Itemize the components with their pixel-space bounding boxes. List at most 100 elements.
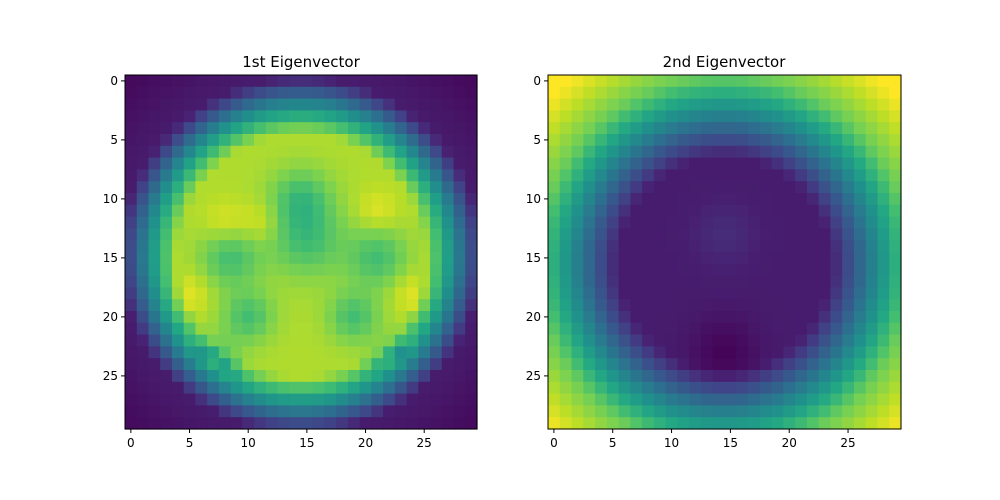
heatmap-cell bbox=[195, 204, 208, 218]
heatmap-cell bbox=[877, 169, 890, 182]
heatmap-cell bbox=[312, 346, 326, 359]
heatmap-cell bbox=[336, 370, 349, 383]
heatmap-cell bbox=[277, 346, 290, 359]
heatmap-cell bbox=[359, 240, 372, 253]
heatmap-cell bbox=[548, 358, 561, 371]
heatmap-cell bbox=[347, 134, 361, 147]
heatmap-cell bbox=[877, 193, 890, 206]
heatmap-cell bbox=[736, 98, 749, 111]
heatmap-cell bbox=[406, 381, 419, 395]
heatmap-cell bbox=[430, 98, 443, 111]
heatmap-cell bbox=[724, 299, 737, 312]
heatmap-cell bbox=[183, 181, 196, 194]
heatmap-cell bbox=[842, 287, 855, 300]
heatmap-cell bbox=[289, 405, 302, 418]
heatmap-cell bbox=[183, 240, 196, 253]
heatmap-cell bbox=[830, 381, 843, 395]
heatmap-cell bbox=[254, 204, 267, 218]
heatmap-cell bbox=[125, 75, 138, 88]
heatmap-cell bbox=[418, 75, 431, 88]
heatmap-cell bbox=[853, 381, 867, 395]
heatmap-cell bbox=[125, 346, 138, 359]
heatmap-cell bbox=[254, 193, 267, 206]
heatmap-cell bbox=[618, 75, 631, 88]
heatmap-cell bbox=[630, 370, 643, 383]
heatmap-cell bbox=[759, 275, 773, 288]
heatmap-cell bbox=[665, 157, 679, 170]
heatmap-cell bbox=[806, 98, 820, 111]
heatmap-cell bbox=[289, 358, 302, 371]
heatmap-cell bbox=[441, 216, 455, 229]
heatmap-cell bbox=[830, 134, 843, 147]
heatmap-cell bbox=[712, 299, 726, 312]
heatmap-cell bbox=[595, 358, 608, 371]
heatmap-cell bbox=[806, 334, 820, 347]
heatmap-cell bbox=[653, 322, 667, 336]
heatmap-cell bbox=[289, 275, 302, 288]
x-tick-label: 20 bbox=[358, 436, 373, 450]
heatmap-cell bbox=[559, 193, 573, 206]
heatmap-cell bbox=[653, 405, 667, 418]
heatmap-cell bbox=[394, 358, 408, 371]
heatmap-cell bbox=[806, 346, 820, 359]
heatmap-cell bbox=[195, 122, 208, 135]
heatmap-cell bbox=[195, 393, 208, 406]
heatmap-cell bbox=[889, 370, 902, 383]
heatmap-cell bbox=[606, 275, 620, 288]
heatmap-cell bbox=[689, 181, 702, 194]
heatmap-cell bbox=[160, 98, 173, 111]
heatmap-cell bbox=[453, 370, 466, 383]
heatmap-cell bbox=[195, 263, 208, 277]
heatmap-cell bbox=[394, 334, 408, 347]
heatmap-cell bbox=[795, 322, 808, 336]
heatmap-cell bbox=[759, 405, 773, 418]
heatmap-cell bbox=[394, 240, 408, 253]
heatmap-cell bbox=[853, 370, 867, 383]
heatmap-cell bbox=[806, 287, 820, 300]
heatmap-cell bbox=[406, 311, 419, 324]
heatmap-cell bbox=[207, 216, 220, 229]
heatmap-cell bbox=[265, 181, 279, 194]
heatmap-cell bbox=[254, 370, 267, 383]
heatmap-cell bbox=[783, 204, 796, 218]
heatmap-cell bbox=[642, 263, 655, 277]
heatmap-cell bbox=[136, 287, 150, 300]
heatmap-cell bbox=[160, 204, 173, 218]
heatmap-cell bbox=[700, 157, 714, 170]
heatmap-cell bbox=[465, 252, 478, 265]
heatmap-cell bbox=[465, 358, 478, 371]
heatmap-cell bbox=[418, 145, 431, 159]
heatmap-cell bbox=[795, 157, 808, 170]
heatmap-cell bbox=[301, 252, 314, 265]
heatmap-cell bbox=[595, 263, 608, 277]
heatmap-cell bbox=[125, 145, 138, 159]
heatmap-cell bbox=[406, 181, 419, 194]
heatmap-cell bbox=[289, 204, 302, 218]
heatmap-cell bbox=[783, 157, 796, 170]
heatmap-cell bbox=[653, 157, 667, 170]
heatmap-cell bbox=[618, 193, 631, 206]
heatmap-cell bbox=[606, 216, 620, 229]
heatmap-cell bbox=[218, 393, 232, 406]
heatmap-cell bbox=[218, 98, 232, 111]
heatmap-cell bbox=[818, 98, 831, 111]
heatmap-cell bbox=[312, 299, 326, 312]
heatmap-cell bbox=[359, 358, 372, 371]
heatmap-cell bbox=[642, 216, 655, 229]
heatmap-cell bbox=[160, 157, 173, 170]
heatmap-cell bbox=[359, 393, 372, 406]
heatmap-cell bbox=[254, 263, 267, 277]
heatmap-cell bbox=[301, 216, 314, 229]
heatmap-cell bbox=[806, 393, 820, 406]
heatmap-cell bbox=[148, 252, 161, 265]
heatmap-cell bbox=[783, 275, 796, 288]
heatmap-cell bbox=[441, 204, 455, 218]
heatmap-cell bbox=[571, 263, 584, 277]
heatmap-cell bbox=[312, 240, 326, 253]
heatmap-cell bbox=[289, 299, 302, 312]
heatmap-cell bbox=[230, 110, 243, 123]
heatmap-cell bbox=[642, 98, 655, 111]
heatmap-cell bbox=[748, 358, 761, 371]
heatmap-cell bbox=[795, 358, 808, 371]
heatmap-cell bbox=[548, 287, 561, 300]
